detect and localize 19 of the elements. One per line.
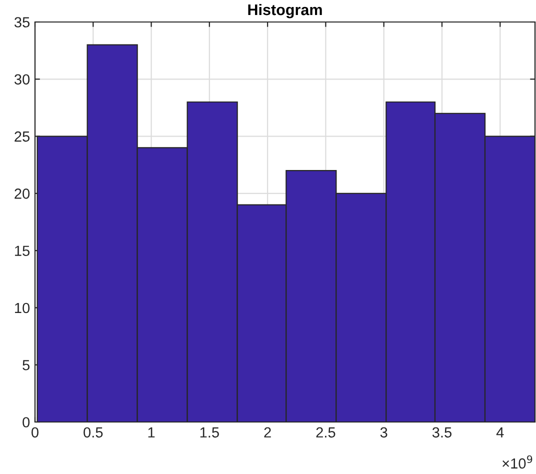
x-tick-label: 1 [148, 427, 155, 438]
y-tick-label: 0 [22, 417, 30, 428]
y-tick-label: 25 [14, 131, 30, 142]
y-tick-label: 5 [22, 360, 30, 370]
chart-title: Histogram [248, 4, 322, 18]
y-tick-label: 10 [15, 302, 30, 314]
y-tick-label: 15 [15, 246, 30, 256]
y-tick-label: 20 [14, 188, 30, 199]
x-tick-label: 4 [496, 427, 504, 438]
y-tick-label: 35 [14, 17, 30, 28]
text: ×10$^{9}$ [502, 455, 532, 469]
x-tick-label: 1.5 [200, 427, 219, 438]
x-tick-label: 3.5 [432, 427, 452, 438]
x-tick-label: 2 [264, 427, 271, 438]
y-tick-label: 30 [14, 74, 30, 85]
x-tick-label: 0.5 [84, 427, 103, 438]
x-tick-label: 0 [32, 427, 38, 438]
x-tick-label: 3 [380, 427, 388, 438]
x-tick-label: 2.5 [316, 427, 336, 438]
